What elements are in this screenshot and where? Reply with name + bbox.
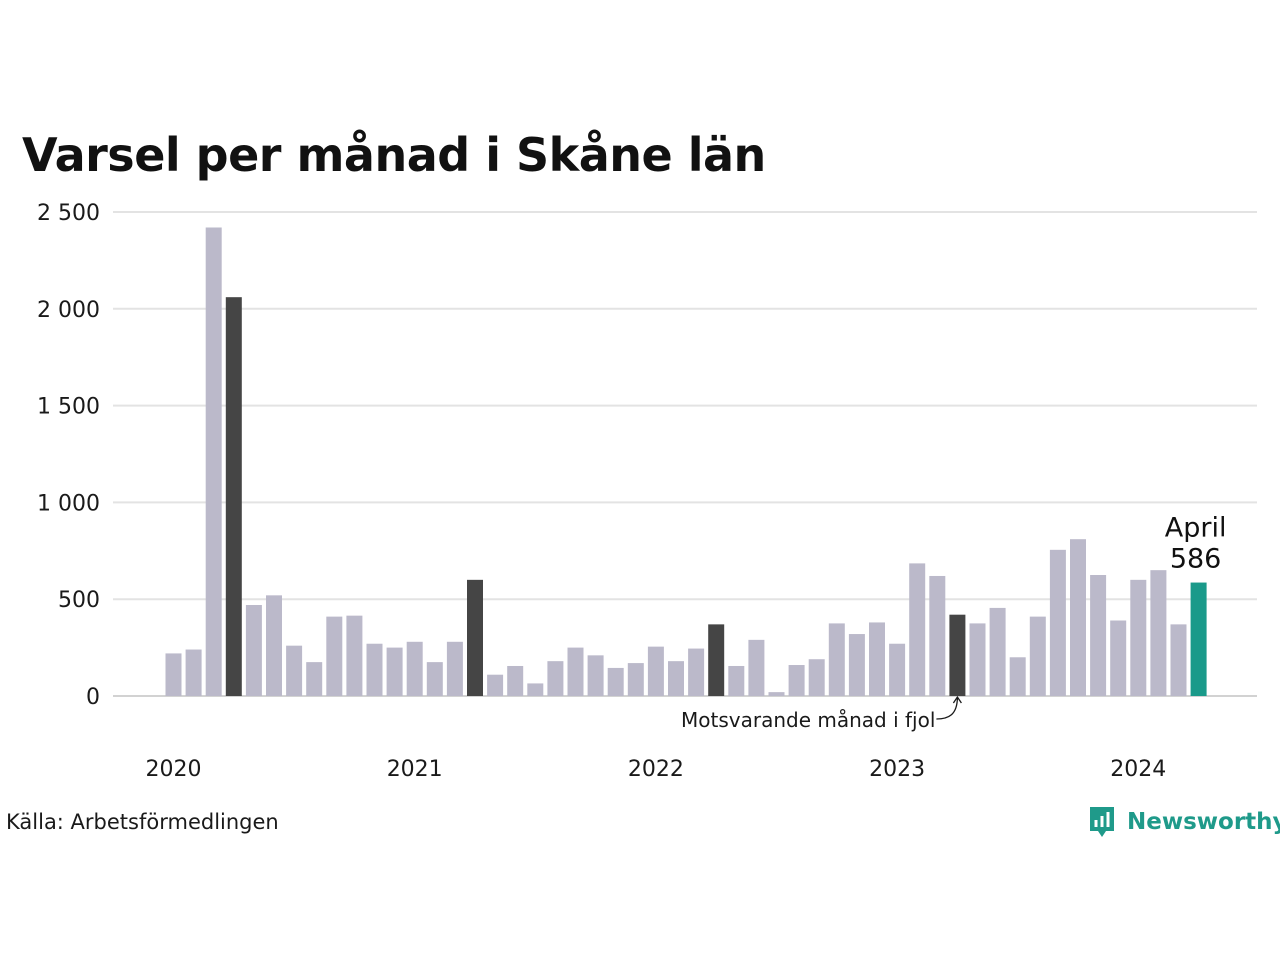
bar [768,692,785,696]
x-tick-label: 2024 [1110,757,1166,782]
bar [507,665,524,696]
bar [627,663,644,696]
source-note: Källa: Arbetsförmedlingen [6,810,279,834]
bar [647,646,664,696]
callout-value-label: 586 [1170,544,1222,575]
latest-callout: April 586 [1165,513,1227,575]
bar [688,648,705,696]
annotation-arrow [936,696,959,720]
bar [567,647,584,696]
bar [1049,549,1066,696]
brand-name: Newsworthy [1127,809,1280,835]
gridlines [113,211,1257,697]
bar [366,643,383,696]
y-axis-ticks: 0 500 1 000 1 500 2 000 2 500 [37,201,100,710]
x-tick-label: 2023 [869,757,925,782]
annotation: Motsvarande månad i fjol [681,695,962,732]
bar [1130,579,1147,696]
bar [306,662,323,696]
bar [245,605,262,696]
bar [527,683,544,696]
bar [547,661,564,696]
chart-title: Varsel per månad i Skåne län [22,128,766,182]
y-tick-label: 2 000 [37,298,100,323]
x-axis-ticks: 2020 2021 2022 2023 2024 [146,757,1167,782]
bar [346,615,363,696]
bar [929,575,946,696]
y-tick-label: 1 500 [37,395,100,420]
bar [607,667,624,696]
annotation-label: Motsvarande månad i fjol [681,708,935,732]
bar [788,665,805,696]
bar [969,623,986,696]
bar [668,661,684,696]
bar [748,639,765,696]
bars [165,227,1207,696]
bar [386,647,403,696]
y-tick-label: 0 [86,685,100,710]
bar [869,622,885,696]
bar [1190,582,1207,696]
bar [165,653,182,696]
bar [889,643,906,696]
bar [1009,657,1026,696]
bar [808,659,825,696]
bar [185,649,202,696]
bar [467,579,483,696]
bar [1070,539,1086,696]
bar [1110,620,1127,696]
bar [286,645,303,696]
x-tick-label: 2021 [387,757,443,782]
bar [406,641,423,696]
bar [828,623,845,696]
bar [1029,616,1046,696]
bar [949,614,966,696]
annotation-arrowhead [952,695,962,704]
bar [266,595,282,696]
y-tick-label: 500 [58,588,100,613]
bar [225,297,242,696]
newsworthy-logo-icon [1090,807,1114,837]
bar [708,624,725,696]
bar [909,563,926,696]
bar [848,634,865,696]
y-tick-label: 1 000 [37,491,100,516]
bar [205,227,222,696]
bar [487,674,504,696]
bar [989,607,1006,696]
bar [587,655,604,696]
bar [426,662,443,696]
y-tick-label: 2 500 [37,201,100,226]
bar [1150,570,1167,696]
bar [446,641,463,696]
bar [1170,624,1187,696]
bar [1090,575,1107,696]
callout-month-label: April [1165,513,1227,544]
x-tick-label: 2022 [628,757,684,782]
x-tick-label: 2020 [146,757,202,782]
bar [326,616,343,696]
brand-logo: Newsworthy [1088,804,1280,840]
bar [728,665,745,696]
